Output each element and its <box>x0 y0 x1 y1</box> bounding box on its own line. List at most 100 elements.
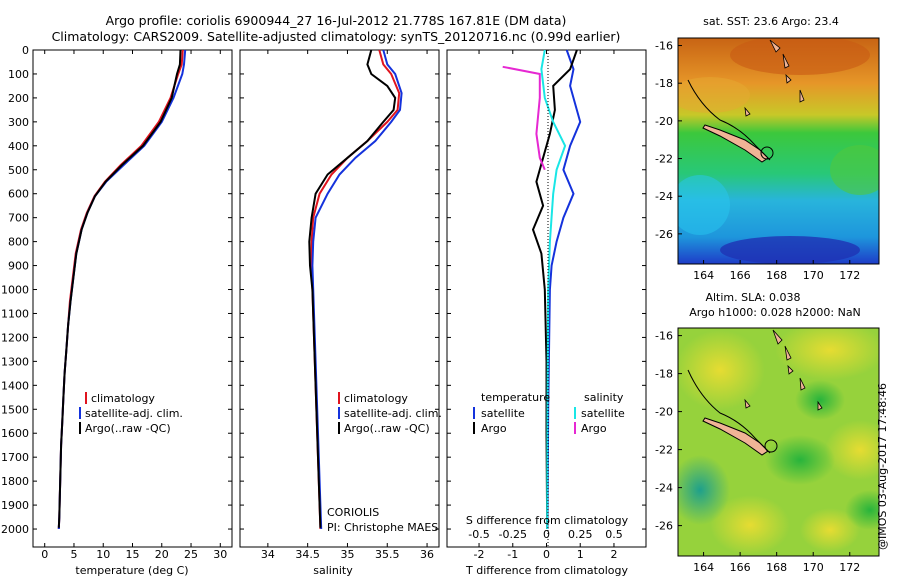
sst-map-lat-label: -22 <box>655 153 673 166</box>
sst-map-lon-label: 166 <box>730 269 751 282</box>
depth-tick-label: 1200 <box>1 331 29 344</box>
t-difference-tick-label: 0 <box>543 548 550 561</box>
depth-tick-label: 1400 <box>1 379 29 392</box>
depth-tick-label: 100 <box>8 68 29 81</box>
depth-tick-label: 0 <box>22 44 29 57</box>
legend-argo: Argo(..raw -QC) <box>344 422 430 435</box>
salinity-argo-line <box>308 49 397 528</box>
depth-tick-label: 400 <box>8 140 29 153</box>
pi-label: PI: Christophe MAES <box>327 521 438 534</box>
depth-tick-label: 500 <box>8 164 29 177</box>
sst-map-lon-label: 170 <box>803 269 824 282</box>
sla-map-lon-label: 168 <box>766 561 787 574</box>
loyalty-islands-sst <box>760 146 774 160</box>
temperature-tick-label: 0 <box>41 548 48 561</box>
salinity-tick-label: 34 <box>261 548 275 561</box>
legend-climatology: climatology <box>344 392 408 405</box>
temperature-tick-label: 10 <box>96 548 110 561</box>
sla-map-frame <box>677 327 880 557</box>
legend-satellite: satellite-adj. clim. <box>85 407 183 420</box>
reef-outline-sla <box>687 369 771 454</box>
depth-tick-label: 600 <box>8 188 29 201</box>
sla-map-lon-label: 164 <box>693 561 714 574</box>
reef-outline-sst <box>687 79 771 161</box>
salinity-tick-label: 36 <box>420 548 434 561</box>
depth-tick-label: 1300 <box>1 355 29 368</box>
sst-map-lat-label: -20 <box>655 115 673 128</box>
depth-tick-label: 1100 <box>1 307 29 320</box>
salinity-panel-frame <box>239 49 440 548</box>
legend-temperature-title: temperature <box>481 391 550 404</box>
depth-tick-label: 900 <box>8 260 29 273</box>
sst-map <box>678 38 879 264</box>
temperature-tick-label: 20 <box>155 548 169 561</box>
sla-map-lat-label: -16 <box>655 330 673 343</box>
sla-map-title-line1: Altim. SLA: 0.038 <box>705 291 800 304</box>
depth-tick-label: 1900 <box>1 499 29 512</box>
temperature-tick-label: 30 <box>213 548 227 561</box>
s-difference-tick-label: -0.5 <box>468 528 489 541</box>
s-difference-tick-label: 0.25 <box>568 528 593 541</box>
s-difference-tick-label: -0.25 <box>499 528 527 541</box>
depth-tick-label: 1700 <box>1 451 29 464</box>
depth-tick-label: 2000 <box>1 523 29 536</box>
legend-t-argo: Argo <box>481 422 507 435</box>
depth-tick-label: 1500 <box>1 403 29 416</box>
salinity-legend: climatology satellite-adj. clim. Argo(..… <box>338 392 442 435</box>
t-difference-tick-label: -1 <box>507 548 518 561</box>
t-difference-tick-label: 2 <box>610 548 617 561</box>
depth-tick-label: 200 <box>8 92 29 105</box>
sst-map-title: sat. SST: 23.6 Argo: 23.4 <box>703 15 839 28</box>
depth-tick-label: 700 <box>8 212 29 225</box>
sst-map-lat-label: -24 <box>655 190 673 203</box>
salinity-tick-label: 34.5 <box>295 548 320 561</box>
sla-map-lon-label: 170 <box>803 561 824 574</box>
temperature-legend: climatology satellite-adj. clim. Argo(..… <box>79 392 183 435</box>
sst-map-lat-label: -16 <box>655 40 673 53</box>
chart-title-line1: Argo profile: coriolis 6900944_27 16-Jul… <box>105 13 567 28</box>
depth-tick-label: 1800 <box>1 475 29 488</box>
sla-map-lat-label: -24 <box>655 482 673 495</box>
legend-s-argo: Argo <box>581 422 607 435</box>
legend-satellite: satellite-adj. clim. <box>344 407 442 420</box>
institution-label: CORIOLIS <box>327 506 379 519</box>
sla-map-lon-label: 172 <box>839 561 860 574</box>
t-difference-tick-label: -2 <box>474 548 485 561</box>
temperature-argo-line <box>57 49 182 528</box>
s-difference-tick-label: 0 <box>543 528 550 541</box>
sla-map <box>678 328 879 556</box>
sst-map-lon-label: 172 <box>839 269 860 282</box>
temperature-tick-label: 25 <box>184 548 198 561</box>
depth-tick-label: 800 <box>8 236 29 249</box>
depth-tick-label: 1000 <box>1 284 29 297</box>
sla-map-lon-label: 166 <box>730 561 751 574</box>
salinity-tick-label: 35.5 <box>375 548 400 561</box>
depth-tick-label: 1600 <box>1 427 29 440</box>
legend-argo: Argo(..raw -QC) <box>85 422 171 435</box>
difference-legend: temperature salinity satellite Argo sate… <box>473 391 625 435</box>
s-difference-axis-label: S difference from climatology <box>466 514 629 527</box>
vanuatu-islands-sst <box>744 39 805 117</box>
new-caledonia-sla <box>702 417 769 456</box>
legend-t-satellite: satellite <box>481 407 525 420</box>
salinity-axis-label: salinity <box>313 564 353 577</box>
chart-title-line2: Climatology: CARS2009. Satellite-adjuste… <box>51 29 621 44</box>
sla-map-lat-label: -18 <box>655 368 673 381</box>
loyalty-islands-sla <box>764 439 778 453</box>
temperature-axis-label: temperature (deg C) <box>75 564 188 577</box>
difference-temperature-satellite-line <box>546 49 582 530</box>
sla-map-lat-label: -20 <box>655 406 673 419</box>
new-caledonia-sst <box>702 124 769 163</box>
legend-salinity-title: salinity <box>584 391 624 404</box>
sst-map-lon-label: 168 <box>766 269 787 282</box>
temperature-panel-frame <box>32 49 233 548</box>
legend-climatology: climatology <box>91 392 155 405</box>
profile-series <box>57 49 582 530</box>
temperature-tick-label: 15 <box>126 548 140 561</box>
panel-axes-ticks: 0 5 10 15 20 25 30 34 34.5 35 35.5 36 -2 -1 0 1 2 -0.5 -0.… <box>41 50 623 561</box>
vanuatu-islands-sla <box>744 329 823 411</box>
sla-map-title-line2: Argo h1000: 0.028 h2000: NaN <box>689 306 861 319</box>
map-axes-ticks: 164 166 168 170 172 -16 -18 -20 -22 -24 -26 164 166 1… <box>655 40 860 574</box>
t-difference-tick-label: 1 <box>577 548 584 561</box>
